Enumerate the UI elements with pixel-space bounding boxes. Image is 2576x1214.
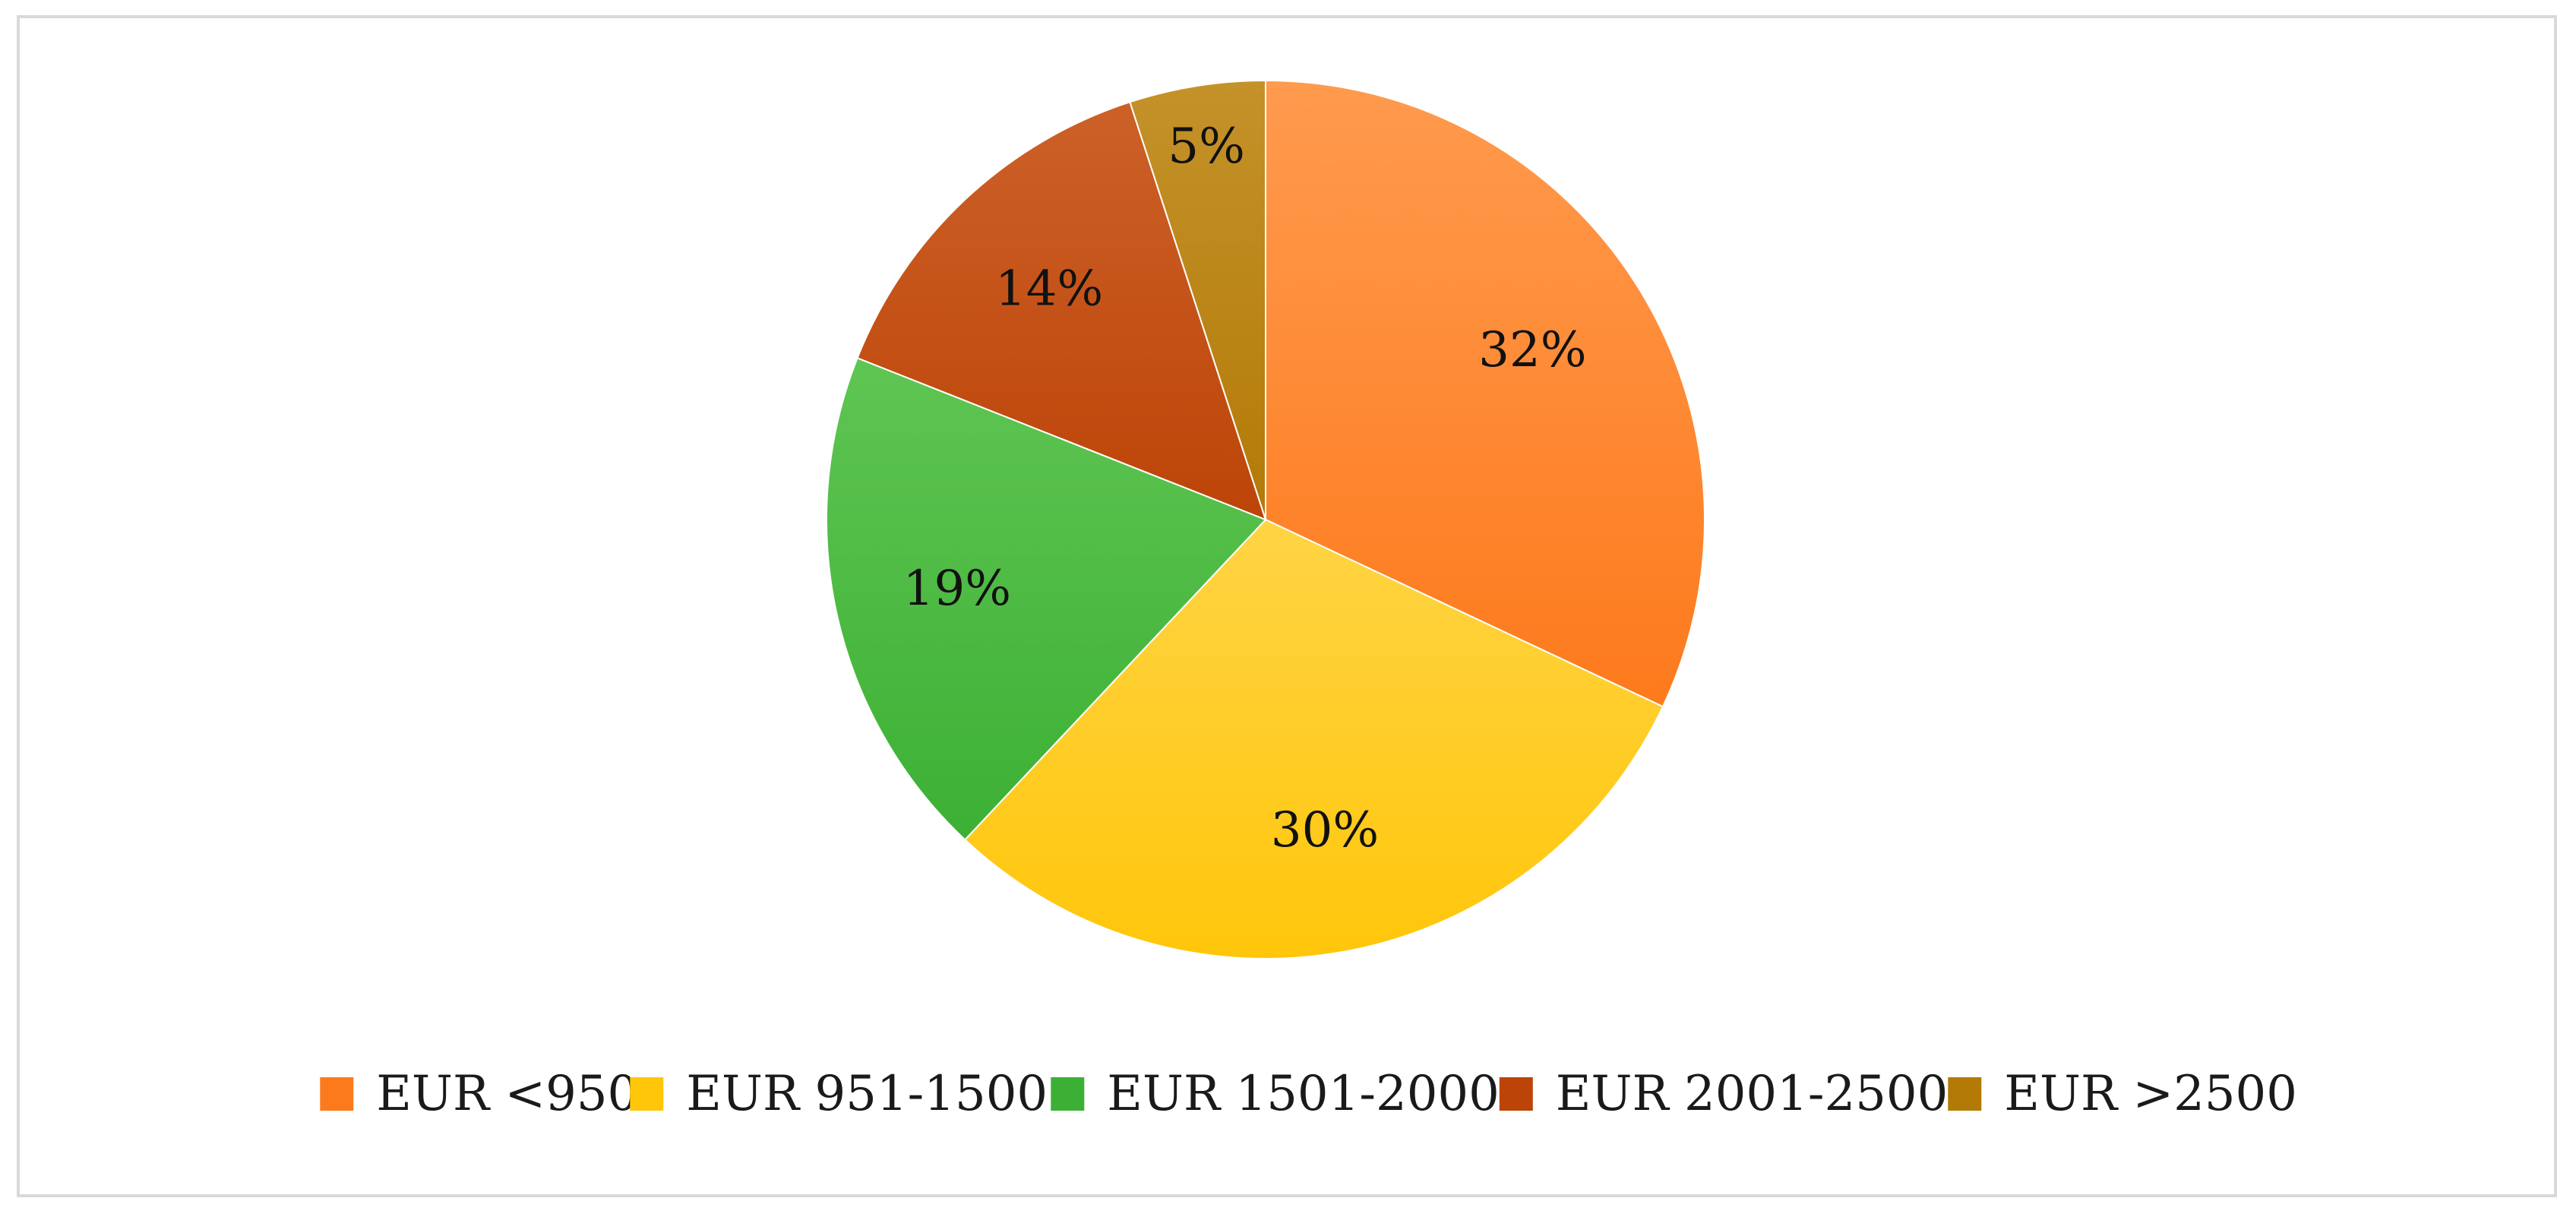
pie-slice-eur-1501-2000 xyxy=(826,356,1267,841)
pie-slices xyxy=(826,79,1705,960)
legend-item-eur-2500: EUR >2500 xyxy=(1948,1066,2297,1122)
legend-label-eur-951-1500: EUR 951-1500 xyxy=(686,1066,1048,1122)
pie-slice-eur-2500 xyxy=(1129,79,1266,520)
pie-data-labels: 32% 30% 19% 14% 5% xyxy=(903,119,1587,858)
chart-legend: EUR <950 EUR 951-1500 EUR 1501-2000 EUR 200… xyxy=(320,1066,2297,1122)
legend-label-eur-1501-2000: EUR 1501-2000 xyxy=(1107,1066,1500,1122)
data-label-eur-2500: 5% xyxy=(1168,119,1245,175)
data-label-eur-2001-2500: 14% xyxy=(995,261,1103,318)
pie-slice-eur-950 xyxy=(1265,79,1705,708)
data-label-eur-1501-2000: 19% xyxy=(903,561,1011,617)
data-label-eur-951-1500: 30% xyxy=(1271,802,1379,858)
legend-swatch-eur-951-1500 xyxy=(630,1077,664,1111)
legend-swatch-eur-2500 xyxy=(1948,1077,1982,1111)
data-label-eur-950: 32% xyxy=(1478,322,1586,378)
legend-item-eur-950: EUR <950 xyxy=(320,1066,638,1122)
legend-label-eur-950: EUR <950 xyxy=(376,1066,638,1122)
legend-label-eur-2500: EUR >2500 xyxy=(2004,1066,2297,1122)
legend-label-eur-2001-2500: EUR 2001-2500 xyxy=(1556,1066,1949,1122)
pie-chart: 32% 30% 19% 14% 5% EUR <950 EUR 951-1500 EUR 1… xyxy=(320,79,2297,1122)
legend-item-eur-1501-2000: EUR 1501-2000 xyxy=(1051,1066,1500,1122)
pie-slice-eur-951-1500 xyxy=(963,518,1664,960)
legend-item-eur-2001-2500: EUR 2001-2500 xyxy=(1499,1066,1949,1122)
legend-swatch-eur-950 xyxy=(320,1077,354,1111)
chart-frame: 32% 30% 19% 14% 5% EUR <950 EUR 951-1500 EUR 1… xyxy=(17,15,2557,1197)
legend-item-eur-951-1500: EUR 951-1500 xyxy=(630,1066,1048,1122)
legend-swatch-eur-2001-2500 xyxy=(1499,1077,1533,1111)
legend-swatch-eur-1501-2000 xyxy=(1051,1077,1085,1111)
